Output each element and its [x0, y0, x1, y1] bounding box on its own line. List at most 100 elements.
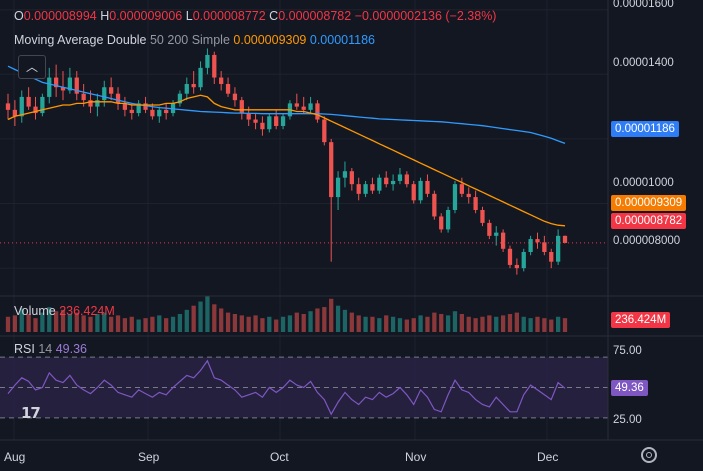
pane-separators[interactable]: [0, 0, 703, 441]
volume-bar: [535, 316, 540, 332]
candle-body: [542, 242, 547, 252]
volume-bar: [164, 318, 169, 332]
volume-bar: [356, 315, 361, 332]
volume-bar: [177, 314, 183, 332]
candle-body: [95, 100, 100, 107]
candle-body: [370, 184, 375, 191]
volume-bar: [555, 316, 561, 332]
price-axis-label: 0.00001000: [613, 177, 674, 189]
candle-body: [54, 77, 59, 88]
volume-bar: [315, 308, 320, 332]
price-axis-label: 0.000008000: [613, 235, 681, 247]
candle-body: [143, 103, 148, 110]
open-label: O: [14, 9, 24, 23]
candle-body: [315, 103, 320, 120]
volume-pane[interactable]: [5, 296, 568, 332]
volume-bar: [280, 316, 286, 332]
gear-icon[interactable]: [641, 447, 657, 463]
ohlc-legend: O0.000008994 H0.000009006 L0.000008772 C…: [14, 9, 496, 23]
candle-body: [390, 180, 396, 185]
candle-body: [480, 210, 485, 223]
candle-body: [342, 171, 348, 178]
volume-bar: [294, 312, 299, 332]
volume-bar: [562, 318, 568, 332]
volume-bar: [521, 316, 526, 332]
high-value: 0.000009006: [109, 9, 183, 23]
rsi-pane[interactable]: [0, 356, 608, 419]
volume-bar: [466, 316, 471, 332]
candle-body: [74, 77, 79, 94]
volume-bar: [12, 315, 18, 332]
rsi-pane-legend[interactable]: RSI 14 49.36: [14, 342, 87, 356]
ma-legend[interactable]: Moving Average Double 50 200 Simple 0.00…: [14, 33, 375, 47]
price-pane[interactable]: [0, 48, 608, 275]
volume-bar: [301, 314, 306, 332]
candle-body: [225, 84, 231, 94]
volume-label[interactable]: Volume: [14, 304, 56, 318]
volume-bar: [102, 312, 107, 332]
candle-body: [232, 93, 238, 101]
ma-indicator-name[interactable]: Moving Average Double: [14, 33, 147, 47]
candle-body: [150, 109, 155, 117]
candle-body: [397, 174, 403, 181]
ma200-price-badge: 0.00001186: [611, 121, 679, 137]
candle-body: [452, 184, 458, 210]
candle-body: [136, 103, 141, 114]
candle-body: [500, 232, 506, 249]
candle-body: [274, 116, 279, 126]
volume-bar: [88, 316, 93, 332]
volume-bar: [60, 309, 66, 332]
volume-bar: [425, 316, 430, 332]
volume-bar: [232, 314, 238, 332]
volume-bar: [239, 315, 244, 332]
candle-body: [301, 106, 306, 110]
rsi-length: 14: [38, 342, 53, 356]
volume-bar: [411, 318, 416, 332]
volume-bar: [452, 311, 458, 332]
candle-body: [308, 103, 313, 110]
ma50-line: [7, 94, 566, 227]
rsi-label[interactable]: RSI: [14, 342, 35, 356]
volume-bar: [246, 316, 251, 332]
volume-bar: [487, 315, 492, 332]
candle-body: [267, 116, 272, 130]
candle-body: [40, 96, 45, 114]
tradingview-logo-icon[interactable]: 17: [21, 404, 41, 422]
volume-bar: [95, 314, 100, 332]
volume-bar: [370, 316, 375, 332]
candle-body: [191, 84, 196, 88]
candle-body: [432, 193, 437, 217]
volume-bar: [26, 314, 31, 332]
volume-bar: [260, 318, 265, 332]
volume-bar: [397, 318, 403, 332]
ma50-legend-value: 0.000009309: [233, 33, 307, 47]
volume-bar: [404, 319, 409, 332]
candle-body: [19, 96, 24, 117]
volume-bar: [287, 315, 293, 332]
time-axis-label: Oct: [270, 450, 289, 464]
collapse-legend-button[interactable]: ︿: [18, 55, 46, 79]
volume-bar: [136, 319, 141, 332]
candle-body: [322, 119, 327, 143]
candle-body: [356, 184, 361, 194]
candle-body: [102, 87, 107, 101]
candle-body: [170, 103, 176, 114]
volume-value: 236.424M: [59, 304, 115, 318]
candle-body: [535, 239, 540, 243]
volume-bar: [274, 319, 279, 332]
volume-bar: [40, 312, 45, 332]
volume-bar: [390, 316, 396, 332]
candle-body: [329, 142, 334, 198]
candle-body: [377, 177, 382, 191]
candle-body: [439, 216, 444, 230]
volume-bar: [150, 316, 155, 332]
volume-bar: [514, 312, 519, 332]
volume-bar: [170, 316, 176, 332]
volume-bar: [308, 311, 313, 332]
candle-body: [81, 93, 86, 101]
chevron-up-icon: ︿: [25, 60, 38, 74]
volume-pane-legend[interactable]: Volume 236.424M: [14, 304, 115, 318]
volume-bar: [432, 312, 437, 332]
